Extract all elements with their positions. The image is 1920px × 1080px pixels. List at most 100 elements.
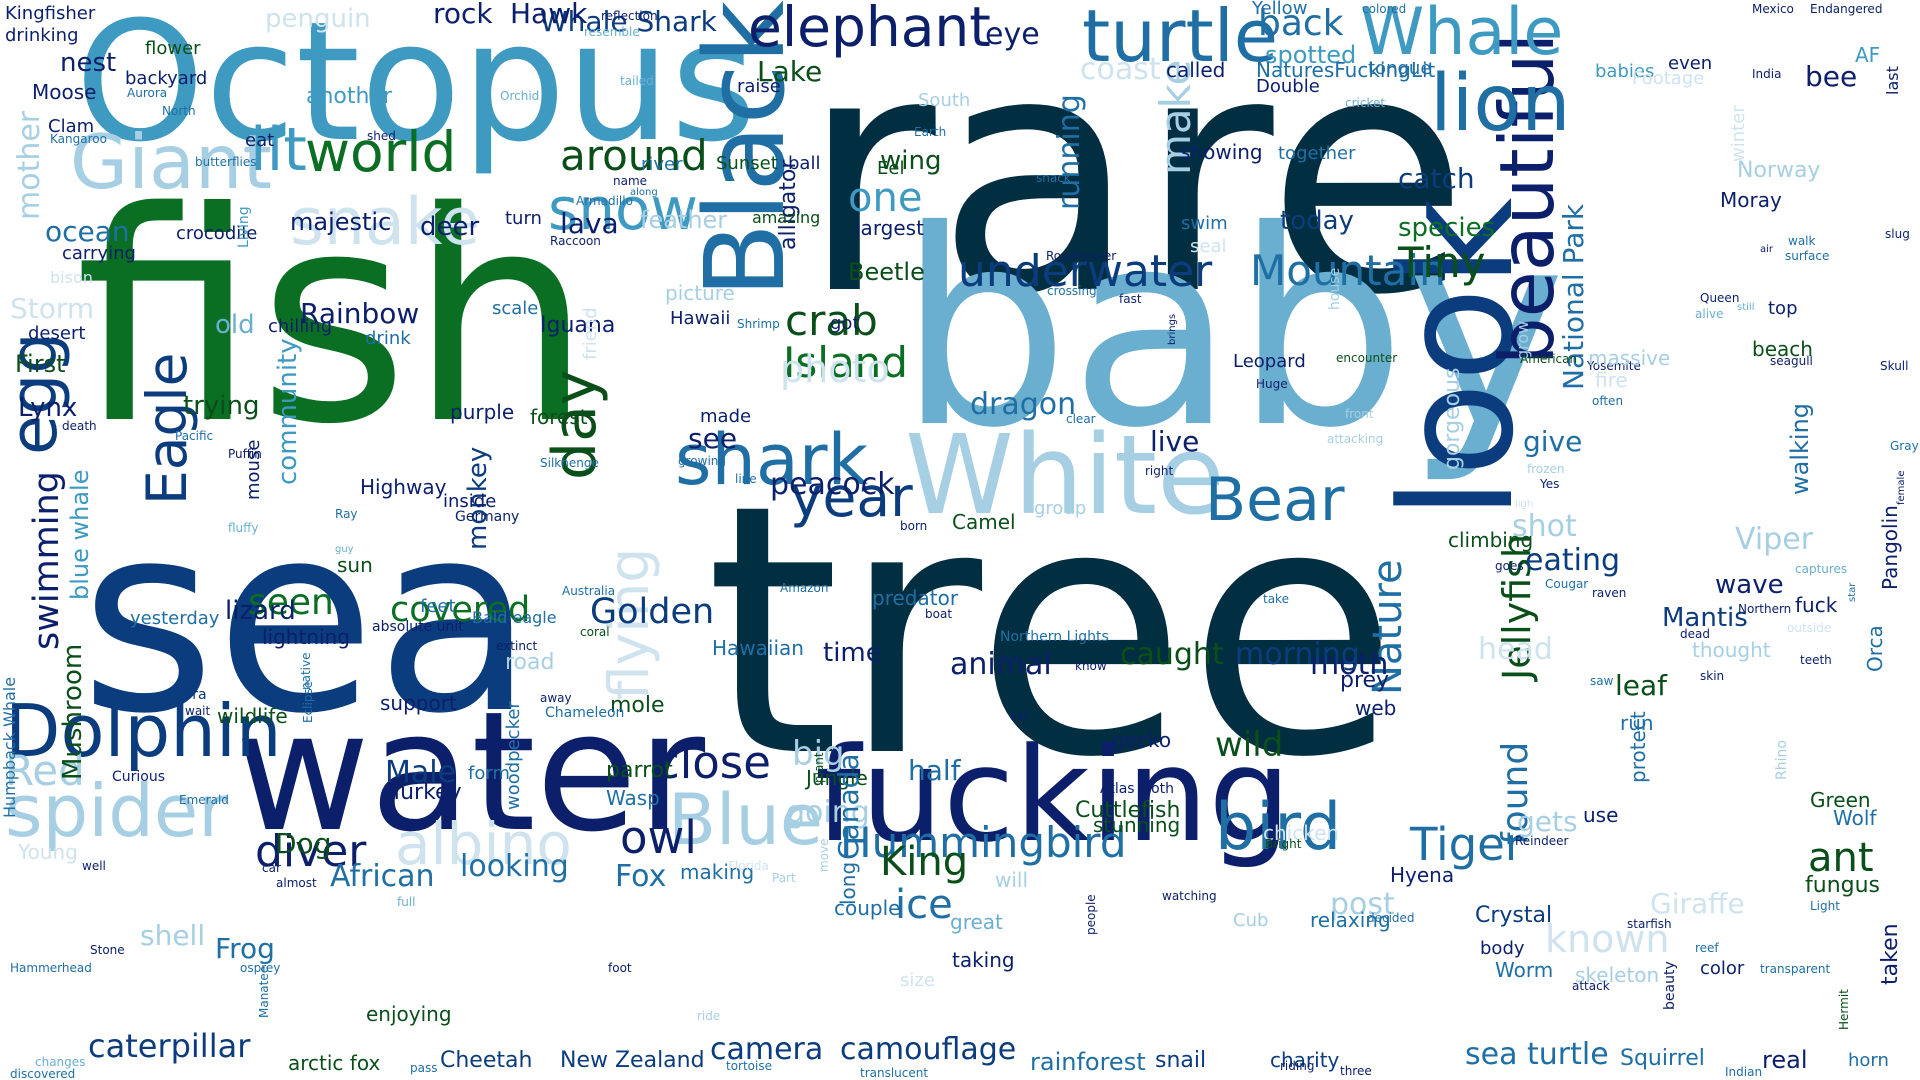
cloud-word: born: [900, 519, 928, 533]
cloud-word: translucent: [860, 1066, 929, 1080]
cloud-word: Mushroom: [58, 643, 88, 780]
cloud-word: protect: [1626, 711, 1650, 783]
cloud-word: amazing: [752, 208, 821, 227]
cloud-word: morning: [1235, 637, 1360, 672]
cloud-word: star: [1847, 582, 1858, 602]
cloud-word: snake: [290, 185, 481, 260]
cloud-word: Reindeer: [1515, 834, 1569, 848]
cloud-word: Kangaroo: [50, 132, 107, 146]
cloud-word: old: [215, 310, 255, 340]
cloud-word: Puffin: [228, 447, 262, 461]
cloud-word: cat: [1010, 709, 1029, 723]
cloud-word: White: [905, 411, 1225, 539]
cloud-word: Rainbow: [300, 297, 420, 330]
cloud-word: Young: [18, 840, 78, 864]
cloud-word: elephant: [748, 0, 991, 59]
cloud-word: prey: [1340, 668, 1390, 693]
cloud-word: catch: [1398, 162, 1475, 195]
cloud-word: last: [1883, 66, 1902, 95]
cloud-word: Roadrunner: [1046, 249, 1117, 263]
cloud-word: skin: [1700, 669, 1725, 683]
cloud-word: deer: [420, 212, 480, 242]
cloud-word: changes: [35, 1055, 86, 1069]
cloud-word: peacock: [770, 467, 895, 502]
cloud-word: year: [790, 465, 913, 529]
cloud-word: beach: [1752, 337, 1813, 361]
cloud-word: relaxing: [1310, 908, 1391, 932]
cloud-word: rainforest: [1030, 1048, 1146, 1076]
cloud-word: close: [655, 736, 771, 789]
cloud-word: Cougar: [1545, 577, 1589, 591]
cloud-word: Yosemite: [1587, 359, 1641, 373]
cloud-word: owl: [620, 811, 697, 864]
cloud-word: female: [1896, 470, 1907, 505]
cloud-word: climbing: [1448, 528, 1534, 552]
cloud-word: friend: [580, 307, 601, 360]
cloud-word: frozen: [1527, 462, 1565, 476]
cloud-word: lightning: [262, 625, 350, 649]
cloud-word: away: [540, 691, 572, 705]
cloud-word: Golden: [590, 592, 715, 632]
cloud-word: Whale: [1360, 0, 1564, 70]
cloud-word: camouflage: [840, 1032, 1017, 1067]
cloud-word: spotted: [1265, 41, 1357, 69]
cloud-word: Wolf: [1833, 806, 1877, 830]
cloud-word: support: [380, 691, 457, 715]
cloud-word: Iguana: [540, 313, 616, 338]
cloud-word: American: [1520, 352, 1578, 366]
cloud-word: taking: [952, 948, 1015, 972]
cloud-word: Pacific: [175, 429, 214, 443]
cloud-word: people: [1084, 894, 1098, 935]
cloud-word: top: [1768, 298, 1798, 319]
cloud-word: gecko: [1112, 728, 1172, 752]
cloud-word: Light: [1810, 899, 1840, 913]
cloud-word: chilling: [268, 316, 333, 337]
cloud-word: sea: [80, 469, 535, 771]
cloud-word: beauty: [1662, 961, 1678, 1010]
cloud-word: going: [786, 795, 870, 830]
cloud-word: fucking: [815, 719, 1291, 871]
cloud-word: called: [1166, 58, 1226, 82]
cloud-word: ant: [1808, 835, 1874, 881]
cloud-word: road: [505, 650, 555, 675]
cloud-word: leaf: [1615, 669, 1668, 702]
cloud-word: caught: [1120, 637, 1224, 672]
cloud-word: Northern: [1738, 602, 1792, 616]
cloud-word: forest: [530, 405, 588, 429]
cloud-word: starfish: [1627, 917, 1672, 931]
cloud-word: running: [1052, 94, 1087, 210]
cloud-word: wildlife: [217, 704, 288, 728]
cloud-word: seal: [1190, 236, 1227, 257]
cloud-word: Raccoon: [550, 234, 601, 248]
cloud-word: Sunset: [716, 153, 778, 174]
cloud-word: AF: [1855, 43, 1881, 67]
cloud-word: sea turtle: [1465, 1037, 1609, 1072]
cloud-word: Ray: [335, 507, 358, 521]
cloud-word: bison: [50, 268, 93, 287]
cloud-word: Green: [1810, 788, 1871, 812]
cloud-word: osprey: [240, 961, 281, 975]
cloud-word: drink: [365, 328, 411, 349]
cloud-word: Huge: [1256, 377, 1288, 391]
cloud-word: Clam: [48, 116, 95, 137]
cloud-word: King: [880, 839, 969, 885]
cloud-word: Storm: [10, 292, 95, 325]
cloud-word: Turkey: [390, 780, 462, 805]
cloud-word: move: [817, 838, 831, 872]
cloud-word: Northern Lights: [1000, 629, 1109, 645]
cloud-word: wait: [185, 704, 211, 718]
cloud-word: tailed: [620, 74, 654, 88]
cloud-word: three: [1340, 1064, 1372, 1078]
cloud-word: Hermit: [1837, 989, 1851, 1030]
cloud-word: crocodile: [176, 223, 258, 244]
cloud-word: New Zealand: [560, 1048, 705, 1073]
cloud-word: Armadillo: [576, 194, 633, 208]
cloud-word: showing: [1180, 140, 1263, 164]
cloud-word: Pangolin: [1878, 505, 1902, 590]
cloud-word: alive: [1695, 307, 1724, 321]
cloud-word: shark: [675, 419, 869, 501]
cloud-word: tree: [705, 432, 1400, 833]
cloud-word: Moray: [1720, 188, 1782, 212]
cloud-word: along: [630, 187, 658, 198]
